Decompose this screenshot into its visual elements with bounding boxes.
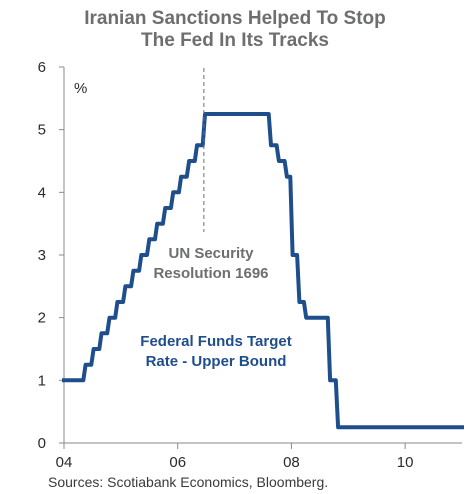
axes: 0 1 2 3 4 5 6 04 06 08 10 bbox=[38, 59, 462, 471]
y-tick-label: 4 bbox=[38, 184, 46, 201]
annotations-layer: UN Security Resolution 1696 Federal Funds … bbox=[140, 68, 292, 370]
y-tick-label: 1 bbox=[38, 372, 46, 389]
line-chart: 0 1 2 3 4 5 6 04 06 08 10 % UN Security Resolution … bbox=[38, 59, 464, 471]
y-tick-label: 6 bbox=[38, 59, 46, 76]
x-tick-label: 08 bbox=[283, 454, 300, 471]
series-layer bbox=[62, 112, 464, 430]
chart-title-line-2: The Fed In Its Tracks bbox=[141, 30, 329, 51]
x-tick-label: 06 bbox=[169, 454, 186, 471]
y-unit-label: % bbox=[74, 80, 87, 97]
un-resolution-label-line: UN Security bbox=[168, 245, 254, 262]
chart-title-line-1: Iranian Sanctions Helped To Stop bbox=[84, 8, 386, 29]
series-label-line: Rate - Upper Bound bbox=[146, 353, 287, 370]
un-resolution-label-line: Resolution 1696 bbox=[153, 265, 268, 282]
series-line bbox=[62, 112, 464, 430]
series-label-line: Federal Funds Target bbox=[140, 333, 291, 350]
y-tick-label: 5 bbox=[38, 122, 46, 139]
chart-title: Iranian Sanctions Helped To Stop The Fed… bbox=[0, 8, 470, 52]
y-tick-label: 3 bbox=[38, 247, 46, 264]
x-tick-label: 10 bbox=[397, 454, 414, 471]
y-tick-label: 2 bbox=[38, 310, 46, 327]
x-tick-label: 04 bbox=[56, 454, 73, 471]
y-tick-label: 0 bbox=[38, 435, 46, 452]
source-note: Sources: Scotiabank Economics, Bloomberg… bbox=[48, 474, 329, 490]
